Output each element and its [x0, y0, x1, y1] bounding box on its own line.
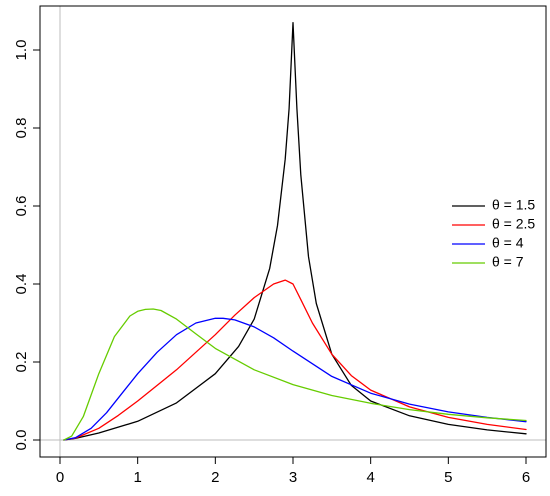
y-tick-label: 1.0	[13, 40, 30, 61]
reference-lines	[40, 6, 546, 457]
y-tick-label: 0.4	[13, 274, 30, 295]
y-tick-label: 0.8	[13, 118, 30, 139]
legend-label-0: θ = 1.5	[492, 197, 535, 213]
series-layer	[63, 22, 527, 441]
y-axis: 0.0 0.2 0.4 0.6 0.8 1.0	[13, 40, 41, 451]
x-tick-label: 3	[289, 469, 297, 486]
y-tick-label: 0.6	[13, 196, 30, 217]
x-tick-label: 6	[522, 469, 530, 486]
x-tick-label: 4	[366, 469, 374, 486]
plot-frame	[39, 5, 547, 458]
x-tick-label: 1	[133, 469, 141, 486]
legend-label-2: θ = 4	[492, 235, 524, 251]
legend-label-1: θ = 2.5	[492, 216, 535, 232]
legend: θ = 1.5 θ = 2.5 θ = 4 θ = 7	[452, 197, 535, 270]
x-tick-label: 2	[211, 469, 219, 486]
y-tick-label: 0.0	[13, 430, 30, 451]
series-line-3	[63, 308, 527, 441]
y-tick-label: 0.2	[13, 352, 30, 373]
x-axis: 0 1 2 3 4 5 6	[56, 456, 530, 486]
x-tick-label: 5	[444, 469, 452, 486]
series-line-0	[63, 22, 527, 441]
legend-label-3: θ = 7	[492, 254, 524, 270]
series-line-1	[63, 279, 527, 441]
x-tick-label: 0	[56, 469, 64, 486]
series-line-2	[63, 317, 527, 441]
